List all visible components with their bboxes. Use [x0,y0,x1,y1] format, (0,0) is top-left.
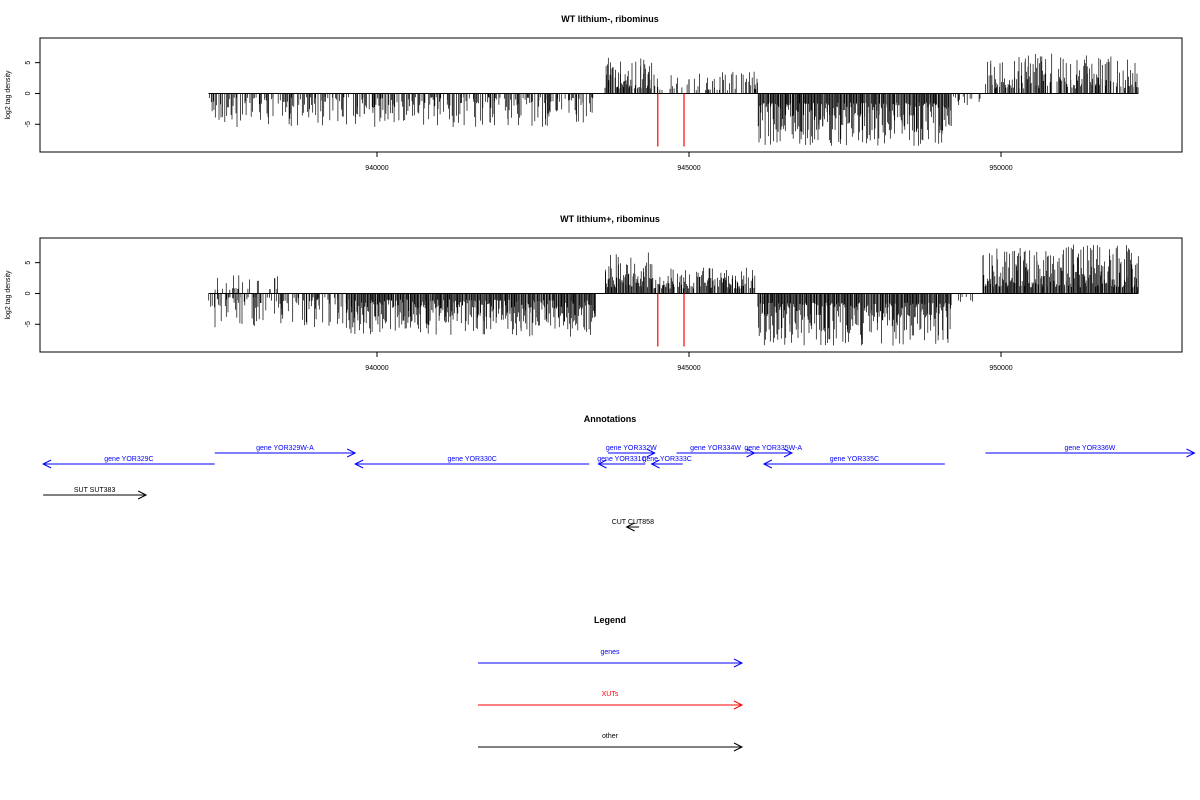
arrow-head [1186,448,1196,458]
axes: -5 0 5 940000 945000 950000 [25,61,1013,172]
legend-item: other [478,733,744,752]
arrow-head [733,700,744,710]
chart-panel-lithium-minus: WT lithium-, ribominus -5 0 5 940000 945000 9… [5,14,1183,172]
arrow-head [597,459,607,469]
axes: -5 0 5 940000 945000 950000 [25,261,1013,372]
arrow-head [625,522,635,532]
chart-title: WT lithium-, ribominus [561,14,659,24]
arrow-head [42,459,52,469]
y-axis-label: log2 tag density [5,70,12,120]
feature-label: gene YOR336W [1065,445,1116,452]
signal-bars [208,244,1139,347]
feature-arrow: gene YOR332W [606,445,657,458]
x-tick-label: 950000 [989,365,1012,372]
feature-arrow: SUT SUT383 [43,487,148,500]
legend-item: genes [478,649,744,668]
arrow-head [733,658,744,668]
y-tick-label: -5 [25,121,32,127]
signal-bars [208,53,1139,147]
legend-title: Legend [594,615,626,625]
y-tick-label: 0 [25,91,32,95]
feature-arrow: gene YOR333C [643,456,692,469]
feature-arrow: gene YOR329C [42,456,215,469]
feature-arrow: CUT CUT858 [612,519,654,532]
feature-arrow: gene YOR335W-A [744,445,802,458]
plot-frame [39,237,1183,353]
legend-label: other [602,733,619,740]
arrow-head [646,448,656,458]
y-axis-label: log2 tag density [5,270,12,320]
legend-label: XUTs [602,691,619,698]
legend: Legend genes XUTs other [478,615,744,752]
chart-title: WT lithium+, ribominus [560,214,660,224]
y-tick-label: -5 [25,321,32,327]
arrow-head [346,448,357,458]
feature-label: gene YOR333C [643,456,692,463]
chart-panel-lithium-plus: WT lithium+, ribominus -5 0 5 940000 945000 9… [5,214,1183,372]
x-tick-label: 945000 [677,165,700,172]
feature-label: gene YOR330C [448,456,497,463]
feature-label: gene YOR335C [830,456,879,463]
feature-label: gene YOR329C [104,456,153,463]
feature-label: gene YOR331C [597,456,646,463]
arrow-head [650,459,660,469]
feature-label: SUT SUT383 [74,487,116,494]
x-tick-label: 950000 [989,165,1012,172]
y-tick-label: 0 [25,291,32,295]
y-tick-label: 5 [25,61,32,65]
arrow-head [354,459,364,469]
arrow-head [783,448,794,458]
annotation-features: gene YOR329W-A gene YOR329C gene YOR330C ge… [42,445,1196,532]
legend-items: genes XUTs other [478,649,744,752]
feature-label: CUT CUT858 [612,519,654,526]
arrow-head [733,742,744,752]
feature-arrow: gene YOR331C [597,456,647,469]
legend-item: XUTs [478,691,744,710]
feature-arrow: gene YOR335C [762,456,945,469]
arrow-head [762,459,773,469]
feature-arrow: gene YOR329W-A [214,445,357,458]
y-tick-label: 5 [25,261,32,265]
x-tick-label: 945000 [677,365,700,372]
arrow-head [137,490,148,500]
legend-label: genes [600,649,620,656]
feature-arrow: gene YOR330C [354,456,590,469]
feature-arrow: gene YOR336W [985,445,1196,458]
feature-label: gene YOR335W-A [744,445,802,452]
x-tick-label: 940000 [365,165,388,172]
annotations-title: Annotations [584,414,637,424]
feature-label: gene YOR329W-A [256,445,314,452]
feature-label: gene YOR334W [690,445,741,452]
x-tick-label: 940000 [365,365,388,372]
feature-label: gene YOR332W [606,445,657,452]
